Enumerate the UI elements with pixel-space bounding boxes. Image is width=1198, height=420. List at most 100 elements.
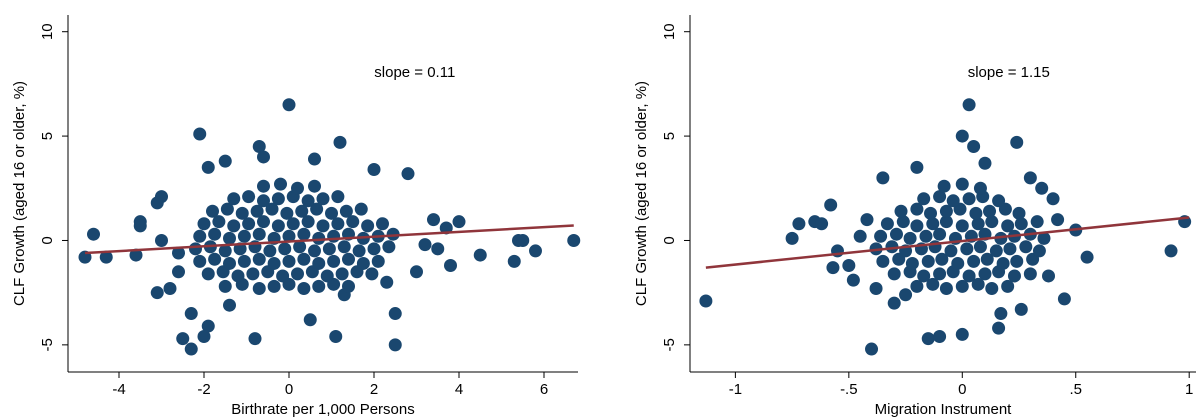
scatter-point — [971, 217, 985, 231]
scatter-point — [826, 261, 840, 275]
x-tick-label: 0 — [958, 381, 966, 398]
scatter-point — [297, 252, 311, 266]
scatter-point — [227, 192, 241, 206]
scatter-point — [301, 215, 315, 229]
scatter-point — [1023, 171, 1037, 185]
scatter-point — [388, 338, 402, 352]
scatter-point — [955, 177, 969, 191]
scatter-point — [367, 242, 381, 256]
scatter-point — [815, 217, 829, 231]
scatter-point — [887, 296, 901, 310]
scatter-point — [994, 307, 1008, 321]
y-tick-label: -5 — [661, 338, 678, 351]
scatter-point — [356, 256, 370, 270]
scatter-point — [201, 267, 215, 281]
scatter-point — [310, 202, 324, 216]
scatter-point — [263, 244, 277, 258]
scatter-point — [163, 281, 177, 295]
scatter-point — [382, 240, 396, 254]
x-tick-label: -2 — [197, 381, 210, 398]
scatter-point — [297, 227, 311, 241]
scatter-point — [937, 179, 951, 193]
scatter-point — [212, 215, 226, 229]
scatter-point — [172, 246, 185, 260]
scatter-point — [312, 279, 326, 293]
y-tick-label: 5 — [39, 132, 56, 140]
scatter-point — [280, 206, 294, 220]
x-tick-label: .5 — [1069, 381, 1082, 398]
scatter-point — [99, 250, 113, 264]
scatter-point — [1014, 302, 1028, 316]
scatter-point — [865, 342, 879, 356]
scatter-point — [308, 244, 321, 258]
scatter-point — [473, 248, 487, 262]
scatter-point — [926, 277, 940, 291]
scatter-point — [842, 259, 856, 273]
scatter-point — [201, 319, 215, 333]
scatter-point — [320, 269, 334, 283]
scatter-point — [887, 267, 901, 281]
scatter-point — [452, 215, 466, 229]
scatter-point — [994, 231, 1008, 245]
scatter-point — [206, 204, 219, 218]
scatter-point — [342, 252, 355, 266]
scatter-point — [507, 254, 521, 268]
scatter-point — [197, 217, 211, 231]
scatter-point — [329, 330, 343, 344]
scatter-point — [699, 294, 713, 308]
scatter-point — [316, 192, 330, 206]
scatter-point — [431, 242, 445, 256]
scatter-point — [361, 219, 375, 233]
scatter-point — [155, 233, 168, 247]
scatter-point — [962, 192, 976, 206]
scatter-point — [371, 254, 385, 268]
scatter-point — [1010, 254, 1024, 268]
scatter-point — [276, 269, 290, 283]
scatter-point — [250, 204, 264, 218]
scatter-point — [516, 233, 530, 247]
scatter-point — [267, 279, 281, 293]
scatter-point — [946, 194, 960, 208]
scatter-point — [1014, 217, 1028, 231]
scatter-point — [257, 179, 270, 193]
scatter-point — [367, 162, 381, 176]
scatter-point — [322, 242, 336, 256]
scatter-point — [252, 281, 266, 295]
scatter-point — [252, 140, 266, 154]
scatter-point — [193, 229, 207, 243]
scatter-point — [87, 227, 100, 241]
scatter-point — [785, 231, 799, 245]
scatter-point — [218, 279, 232, 293]
scatter-point — [955, 129, 969, 143]
scatter-point — [955, 327, 969, 341]
scatter-point — [978, 267, 992, 281]
scatter-point — [969, 206, 983, 220]
scatter-point — [1019, 240, 1033, 254]
scatter-point — [193, 254, 207, 268]
scatter-point — [129, 248, 143, 262]
scatter-point — [983, 204, 997, 218]
scatter-point — [939, 215, 953, 229]
scatter-point — [962, 98, 976, 112]
scatter-point — [386, 227, 400, 241]
scatter-point — [944, 244, 958, 258]
scatter-point — [278, 242, 292, 256]
scatter-point — [1003, 242, 1017, 256]
scatter-point — [401, 167, 415, 181]
scatter-point — [388, 307, 402, 321]
scatter-point — [150, 286, 164, 300]
scatter-point — [939, 281, 953, 295]
scatter-point — [992, 321, 1006, 335]
scatter-point — [899, 288, 913, 302]
scatter-point — [933, 190, 947, 204]
scatter-point — [227, 219, 241, 233]
y-tick-label: -5 — [39, 338, 56, 351]
scatter-point — [327, 254, 341, 268]
scatter-point — [380, 275, 394, 289]
scatter-point — [894, 204, 908, 218]
scatter-point — [992, 194, 1006, 208]
scatter-point — [926, 217, 940, 231]
scatter-point — [376, 217, 389, 231]
scatter-point — [342, 279, 355, 293]
scatter-point — [889, 227, 903, 241]
